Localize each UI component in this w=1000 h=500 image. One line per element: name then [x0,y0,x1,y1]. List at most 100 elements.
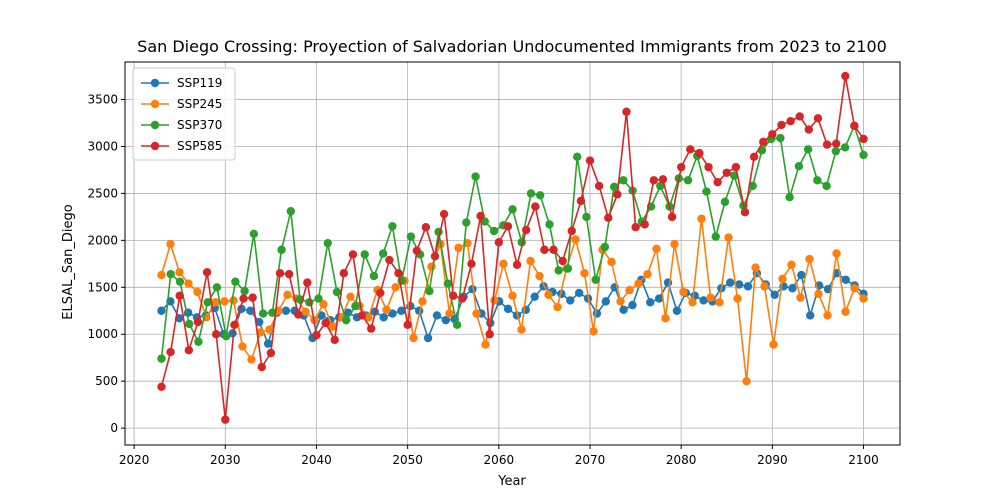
data-point-ssp370 [360,250,369,259]
data-point-ssp245 [787,260,796,269]
data-point-ssp370 [184,319,194,329]
data-point-ssp119 [770,290,779,299]
data-point-ssp245 [670,239,679,249]
data-point-ssp585 [841,71,850,81]
data-point-ssp585 [330,335,339,345]
data-point-ssp245 [688,298,697,307]
data-point-ssp585 [430,252,440,261]
data-point-ssp585 [667,212,677,222]
data-point-ssp119 [734,280,744,289]
data-point-ssp119 [255,317,264,327]
data-point-ssp585 [759,137,768,146]
data-point-ssp370 [462,218,471,227]
data-point-ssp585 [795,112,804,121]
data-point-ssp370 [351,301,360,311]
data-point-ssp245 [616,297,625,306]
data-point-ssp585 [549,245,558,254]
data-point-ssp370 [406,232,416,241]
data-point-ssp245 [220,297,229,306]
data-point-ssp245 [778,274,787,284]
data-point-ssp370 [794,162,804,171]
data-point-ssp585 [503,222,513,231]
axis-ticks: 2020 2030 2040 2050 2060 2070 2080 2090 2100 0 500… [87,93,878,467]
data-point-ssp585 [850,121,859,131]
data-point-ssp245 [301,307,310,316]
data-point-ssp585 [157,382,166,391]
data-point-ssp585 [248,293,257,302]
data-point-ssp119 [228,329,237,338]
y-tick-label: 500 [95,374,118,388]
data-point-ssp245 [571,235,580,244]
data-point-ssp245 [247,355,256,364]
data-point-ssp370 [305,298,314,307]
data-point-ssp119 [797,270,806,280]
data-point-ssp370 [840,143,850,152]
data-point-ssp585 [348,250,358,259]
data-point-ssp585 [768,130,777,139]
data-point-ssp585 [458,294,467,303]
data-point-ssp585 [640,220,649,229]
data-point-ssp245 [625,285,634,295]
data-point-ssp585 [567,226,576,236]
data-point-ssp585 [385,255,394,265]
data-point-ssp585 [631,223,640,232]
legend-marker-ssp119 [150,78,160,88]
legend-label-ssp245: SSP245 [177,97,222,111]
data-point-ssp245 [832,249,841,258]
data-point-ssp585 [494,238,504,247]
data-point-ssp370 [831,146,841,156]
data-point-ssp119 [726,278,735,287]
data-point-ssp370 [785,192,794,202]
data-point-ssp119 [566,296,575,305]
x-tick-label: 2050 [392,453,423,467]
data-point-ssp370 [212,283,222,292]
data-point-ssp245 [643,269,652,279]
data-point-ssp119 [619,305,628,315]
data-point-ssp245 [553,302,562,312]
data-point-ssp370 [619,176,628,185]
data-point-ssp370 [508,205,517,214]
data-point-ssp585 [604,213,613,223]
x-tick-label: 2020 [119,453,150,467]
data-point-ssp370 [452,320,462,330]
data-point-ssp585 [786,116,795,126]
data-point-ssp585 [184,345,194,355]
data-point-ssp370 [332,287,342,297]
data-point-ssp585 [221,415,230,424]
data-point-ssp585 [294,310,303,319]
data-point-ssp119 [788,284,797,293]
data-point-ssp370 [443,279,453,288]
legend-label-ssp370: SSP370 [177,118,222,132]
data-point-ssp585 [339,269,349,278]
data-point-ssp119 [654,294,664,303]
data-point-ssp585 [521,225,531,235]
data-point-ssp585 [686,145,695,154]
data-point-ssp370 [471,172,480,181]
data-point-ssp245 [661,314,670,323]
data-point-ssp245 [265,325,274,334]
series-ssp585 [157,71,868,424]
data-point-ssp585 [740,208,750,217]
data-point-ssp585 [412,246,421,255]
data-point-ssp585 [594,181,604,191]
data-point-ssp119 [157,306,166,315]
data-point-ssp585 [303,278,312,287]
data-point-ssp370 [323,238,332,248]
data-point-ssp370 [286,207,295,216]
data-point-ssp245 [544,290,553,299]
data-point-ssp370 [425,286,434,296]
x-tick-label: 2060 [484,453,515,467]
data-point-ssp245 [517,325,526,334]
data-point-ssp119 [441,315,451,325]
data-point-ssp370 [702,187,711,196]
series-ssp245 [157,214,868,386]
chart-title: San Diego Crossing: Proyection of Salvad… [137,37,887,56]
data-point-ssp245 [175,268,184,277]
data-point-ssp585 [658,175,668,184]
data-point-ssp370 [258,309,268,318]
data-point-ssp245 [607,257,616,267]
data-point-ssp370 [591,275,600,284]
data-point-ssp585 [822,140,832,149]
data-point-ssp119 [574,288,584,298]
data-point-ssp585 [421,223,431,232]
